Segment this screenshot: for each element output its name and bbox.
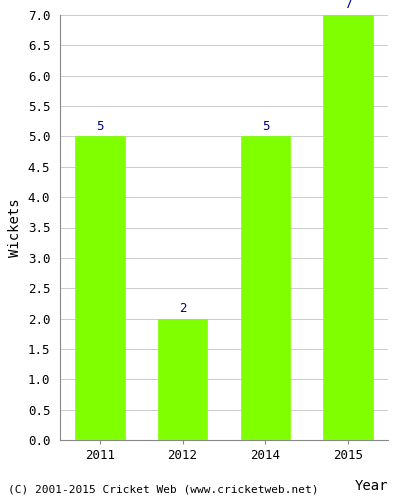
Y-axis label: Wickets: Wickets xyxy=(8,198,22,257)
Text: 5: 5 xyxy=(262,120,269,133)
Text: 5: 5 xyxy=(96,120,104,133)
Bar xyxy=(75,136,125,440)
Text: (C) 2001-2015 Cricket Web (www.cricketweb.net): (C) 2001-2015 Cricket Web (www.cricketwe… xyxy=(8,485,318,495)
Text: Year: Year xyxy=(354,479,388,493)
Text: 7: 7 xyxy=(344,0,352,12)
Bar xyxy=(240,136,290,440)
Bar xyxy=(158,318,208,440)
Text: 2: 2 xyxy=(179,302,186,315)
Bar xyxy=(323,15,373,440)
